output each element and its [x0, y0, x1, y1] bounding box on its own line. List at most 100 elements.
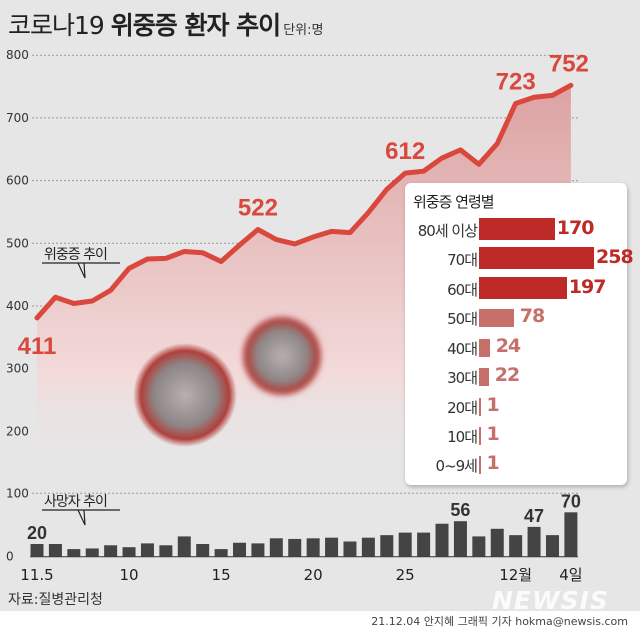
age-label: 60대	[447, 281, 478, 299]
death-bar	[453, 521, 467, 557]
death-bar	[490, 528, 504, 557]
age-bar	[479, 309, 514, 327]
death-data-label: 47	[524, 506, 544, 526]
death-bar	[545, 535, 559, 557]
death-bar	[233, 542, 247, 557]
severe-line	[34, 82, 574, 321]
y-tick-label: 800	[6, 48, 29, 62]
age-value: 258	[596, 246, 634, 268]
death-bar	[30, 544, 44, 557]
death-data-label: 56	[450, 500, 470, 520]
death-bar	[177, 536, 191, 557]
age-row: 60대 197	[405, 274, 627, 303]
age-bar	[479, 247, 594, 269]
age-bar	[479, 218, 555, 240]
age-row: 20대 1	[405, 392, 627, 421]
age-label: 0~9세	[435, 457, 478, 475]
age-bar	[479, 368, 489, 386]
severe-data-label: 411	[18, 333, 57, 360]
age-value: 197	[568, 276, 607, 298]
x-tick-label: 20	[304, 566, 323, 584]
age-value: 78	[519, 305, 545, 327]
y-tick-label: 300	[6, 362, 29, 376]
death-bar	[159, 545, 173, 557]
age-value: 1	[486, 423, 500, 445]
death-bar	[122, 547, 136, 557]
death-bar	[343, 541, 357, 557]
death-bar	[67, 549, 81, 557]
death-trend-label: 사망자 추이	[44, 494, 108, 510]
callout-pointer-severe	[42, 262, 120, 279]
death-data-label: 20	[27, 523, 47, 543]
age-label: 40대	[447, 340, 478, 358]
age-row: 30대 22	[405, 362, 627, 391]
death-bar	[288, 538, 302, 557]
y-tick-label: 500	[6, 236, 29, 250]
age-bar	[479, 277, 567, 299]
death-bar	[251, 543, 265, 557]
death-bar	[269, 538, 283, 557]
age-bar	[479, 339, 490, 357]
death-bar	[306, 538, 320, 557]
y-tick-label: 700	[6, 111, 29, 125]
x-tick-label: 11.5	[20, 566, 53, 584]
age-row: 50대 78	[405, 303, 627, 332]
age-row: 70대 258	[405, 244, 634, 273]
severe-data-label: 612	[385, 138, 425, 165]
age-label: 30대	[447, 369, 478, 387]
death-bar	[48, 544, 62, 557]
age-label: 70대	[447, 251, 478, 269]
age-label: 20대	[447, 399, 478, 417]
death-bar	[361, 537, 375, 557]
title-bold: 위중증 환자 추이	[110, 11, 281, 40]
death-bar	[196, 544, 210, 557]
age-label: 50대	[447, 310, 478, 328]
y-tick-label: 400	[6, 299, 29, 313]
severe-data-label: 752	[549, 50, 589, 77]
y-tick-label: 200	[6, 424, 29, 438]
x-tick-label: 15	[212, 566, 231, 584]
panel-title: 위중증 연령별	[413, 193, 495, 211]
age-value: 24	[495, 335, 521, 357]
severe-data-label: 522	[238, 195, 278, 222]
age-row: 80세 이상 170	[405, 215, 627, 244]
age-row: 40대 24	[405, 333, 627, 362]
age-row: 10대 1	[405, 421, 627, 450]
y-tick-label: 0	[6, 550, 14, 564]
x-tick-label: 25	[396, 566, 415, 584]
credit-line: 21.12.04 안지혜 그래픽 기자 hokma@newsis.com	[371, 615, 628, 628]
death-bar	[140, 543, 154, 557]
age-label: 10대	[447, 428, 478, 446]
source-label: 자료:질병관리청	[8, 592, 103, 608]
virus-image-blurred	[240, 314, 324, 398]
age-bar	[479, 456, 481, 474]
age-breakdown-panel: 위중증 연령별 80세 이상 170 70대 258 60대 197 50대 78 40대 24 3…	[405, 183, 634, 485]
unit-label: 단위:명	[283, 23, 324, 38]
death-bar	[417, 532, 431, 557]
age-value: 1	[486, 394, 500, 416]
age-value: 1	[486, 452, 500, 474]
x-tick-label: 4일	[559, 566, 582, 584]
death-bar	[472, 536, 486, 557]
title-light: 코로나19	[8, 11, 105, 40]
page-title: 코로나19 위중증 환자 추이 단위:명	[8, 6, 323, 42]
x-tick-label: 12월	[499, 566, 532, 584]
callout-pointer-deaths	[42, 509, 120, 526]
age-label: 80세 이상	[417, 222, 478, 240]
severe-data-label: 723	[496, 68, 536, 95]
death-bar	[564, 512, 578, 557]
death-bar	[509, 535, 523, 557]
y-tick-label: 100	[6, 486, 29, 500]
age-value: 22	[494, 364, 520, 386]
death-bar	[435, 523, 449, 557]
age-bar	[479, 398, 481, 416]
age-bar	[479, 427, 481, 445]
age-value: 170	[556, 217, 595, 239]
virus-image	[133, 343, 237, 447]
death-bar	[85, 548, 99, 557]
death-bar	[380, 535, 394, 557]
death-bar	[527, 526, 541, 557]
severe-trend-label: 위중증 추이	[44, 247, 108, 263]
death-bar	[104, 545, 118, 557]
